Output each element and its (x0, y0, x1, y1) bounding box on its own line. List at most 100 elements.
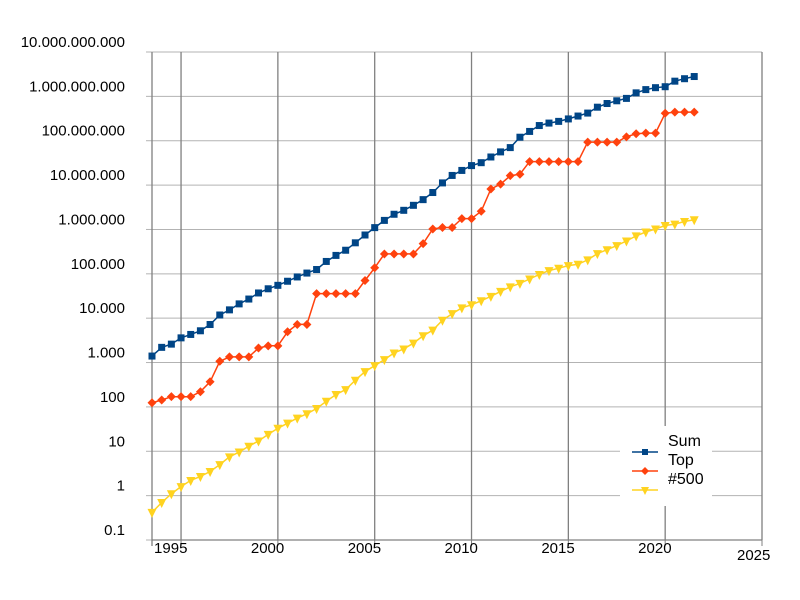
data-point (264, 285, 272, 293)
data-point (205, 377, 215, 387)
data-point (380, 216, 388, 224)
data-point (680, 107, 690, 117)
data-point (332, 251, 340, 259)
data-point (370, 263, 380, 273)
data-point (525, 157, 535, 167)
x-tick-label: 2025 (737, 547, 770, 564)
data-point (468, 162, 476, 170)
data-point (195, 472, 205, 482)
data-point (554, 157, 564, 167)
data-point (563, 262, 573, 272)
data-point (215, 356, 225, 366)
y-tick-label: 10.000.000.000 (21, 34, 125, 51)
data-point (486, 292, 496, 302)
data-point (167, 340, 175, 348)
data-point (555, 117, 563, 125)
y-tick-label: 1.000.000.000 (29, 78, 125, 95)
x-tick-label: 2010 (445, 540, 478, 557)
data-point (302, 319, 312, 329)
data-point (613, 97, 621, 105)
data-point (284, 277, 292, 285)
y-tick-labels: 0.1 1 10 100 1.000 10.000 100.000 1.000.000 10.0… (21, 34, 125, 539)
data-point (437, 223, 447, 233)
y-tick-label: 1.000.000 (58, 211, 125, 228)
data-point (254, 343, 264, 353)
data-point (651, 84, 659, 92)
data-point (689, 107, 699, 117)
data-point (274, 281, 282, 289)
data-point (360, 368, 370, 378)
data-point (505, 283, 515, 293)
data-point (418, 332, 428, 342)
axes (151, 52, 762, 546)
data-point (476, 297, 486, 307)
data-point (186, 476, 196, 486)
data-point (545, 119, 553, 127)
data-point (177, 334, 185, 342)
data-point (245, 295, 253, 303)
data-point (573, 157, 583, 167)
data-point (641, 128, 651, 138)
data-point (592, 250, 602, 260)
data-point (515, 169, 525, 179)
data-point (157, 499, 167, 509)
data-point (390, 210, 398, 218)
data-point (457, 304, 467, 314)
data-point (408, 249, 418, 259)
data-point (428, 224, 438, 234)
data-point (195, 387, 205, 397)
grid-lines (146, 51, 763, 546)
data-point (371, 224, 379, 232)
data-point (225, 306, 233, 314)
data-point (602, 246, 612, 256)
data-point (322, 257, 330, 265)
data-point (437, 316, 447, 326)
data-point (341, 289, 351, 299)
data-point (342, 246, 350, 254)
data-point (487, 153, 495, 161)
data-point (293, 273, 301, 281)
data-point (602, 137, 612, 147)
data-point (341, 386, 351, 396)
data-point (292, 319, 302, 329)
data-point (661, 83, 669, 91)
y-tick-label: 1.000 (87, 345, 125, 362)
data-point (680, 218, 690, 228)
x-tick-label: 2020 (638, 540, 671, 557)
data-point (331, 289, 341, 299)
data-point (389, 349, 399, 359)
data-point (147, 398, 157, 408)
data-point (612, 242, 622, 252)
data-point (331, 391, 341, 401)
data-point (254, 437, 264, 447)
data-point (525, 275, 535, 285)
data-point (400, 206, 408, 214)
data-point (379, 249, 389, 259)
data-point (255, 289, 263, 297)
data-point (506, 144, 514, 152)
data-point (379, 356, 389, 366)
data-point (621, 237, 631, 247)
data-point (689, 216, 699, 226)
data-point (516, 133, 524, 141)
data-point (313, 266, 321, 274)
data-point (147, 508, 157, 518)
data-point (312, 405, 322, 415)
data-point (302, 410, 312, 420)
data-point (321, 289, 331, 299)
legend-swatch-marker (641, 487, 649, 495)
data-point (564, 115, 572, 123)
data-point (216, 311, 224, 319)
x-tick-label: 2015 (541, 540, 574, 557)
data-point (292, 414, 302, 424)
data-point (497, 148, 505, 156)
series-lines (147, 73, 699, 518)
data-point (399, 345, 409, 355)
data-point (418, 239, 428, 249)
x-tick-label: 2000 (251, 540, 284, 557)
series-sum (148, 73, 698, 360)
data-point (671, 77, 679, 85)
data-point (632, 89, 640, 97)
data-point (496, 179, 506, 189)
